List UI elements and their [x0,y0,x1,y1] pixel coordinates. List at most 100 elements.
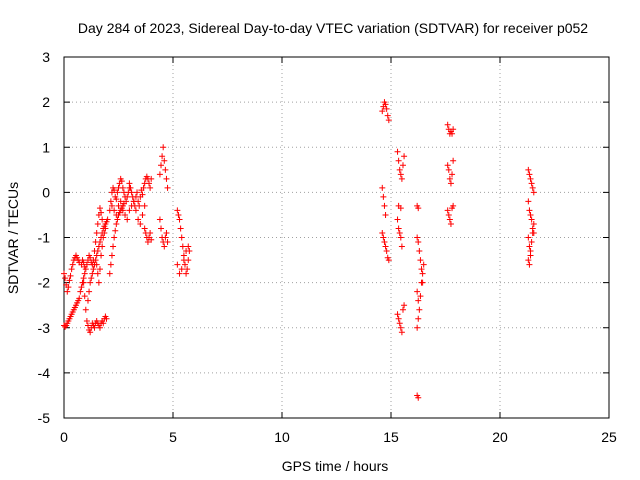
data-point [527,252,534,259]
data-point [525,234,532,241]
data-point [396,166,403,173]
data-point [529,184,536,191]
grid-lines [64,57,609,418]
data-point [106,270,113,277]
data-point [111,187,118,194]
data-point [399,306,406,313]
data-point [397,234,404,241]
data-point [417,293,424,300]
data-point [419,270,426,277]
data-point [184,266,191,273]
data-point [176,216,183,223]
data-point [385,117,392,124]
data-point [380,193,387,200]
data-point [414,288,421,295]
data-point [84,297,91,304]
data-point [395,157,402,164]
data-point [528,180,535,187]
data-point [176,270,183,277]
data-point [99,216,106,223]
data-point [381,202,388,209]
data-point [164,184,171,191]
y-tick-label: 0 [42,184,50,200]
data-point [102,225,109,232]
data-point [161,243,168,250]
data-point [83,261,90,268]
data-point [69,261,76,268]
data-point [62,275,69,282]
data-point [527,175,534,182]
data-point [98,252,105,259]
data-point [81,270,88,277]
data-point [132,207,139,214]
data-point [414,234,421,241]
data-point [415,315,422,322]
data-point [380,234,387,241]
data-point [161,157,168,164]
chart-title: Day 284 of 2023, Sidereal Day-to-day VTE… [78,20,588,36]
data-point [77,288,84,295]
data-point [383,105,390,112]
data-point [119,207,126,214]
data-point [111,234,118,241]
data-point [174,207,181,214]
data-point [449,171,456,178]
data-point [160,144,167,151]
data-point [185,243,192,250]
data-point [397,171,404,178]
data-point [78,284,85,291]
data-point [178,234,185,241]
data-point [525,198,532,205]
data-point [156,216,163,223]
data-point [108,202,115,209]
data-point [93,261,100,268]
data-point [141,225,148,232]
data-point [67,272,74,279]
data-point [401,302,408,309]
data-point [128,189,135,196]
data-point [110,243,117,250]
data-point [180,257,187,264]
data-point [139,211,146,218]
data-point [450,202,457,209]
data-point [415,297,422,304]
data-point [123,198,130,205]
data-point [529,229,536,236]
data-point [414,324,421,331]
data-point [113,211,120,218]
data-point [526,207,533,214]
data-point [163,175,170,182]
x-tick-label: 20 [492,429,508,445]
data-point [94,248,101,255]
data-point [382,211,389,218]
data-point [156,171,163,178]
data-point [397,205,404,212]
data-point [119,184,126,191]
data-point [98,209,105,216]
data-point [140,184,147,191]
data-point [61,270,67,277]
data-point [183,248,190,255]
data-point [136,202,143,209]
data-point [84,322,91,329]
data-point [397,324,404,331]
data-point [81,293,88,300]
x-tick-label: 25 [601,429,617,445]
data-point [148,236,155,243]
data-point [449,130,456,137]
y-tick-label: -5 [38,410,51,426]
x-tick-labels: 0 5 10 15 20 25 [60,429,617,445]
data-point [94,220,101,227]
data-point [379,184,386,191]
data-point [526,243,533,250]
data-point [99,243,106,250]
data-point [528,239,535,246]
data-point [65,284,72,291]
data-point [398,243,405,250]
data-point [148,175,155,182]
x-tick-label: 15 [383,429,399,445]
data-point [80,259,87,266]
data-point [382,243,389,250]
y-tick-label: -2 [38,275,51,291]
data-point [415,394,422,401]
